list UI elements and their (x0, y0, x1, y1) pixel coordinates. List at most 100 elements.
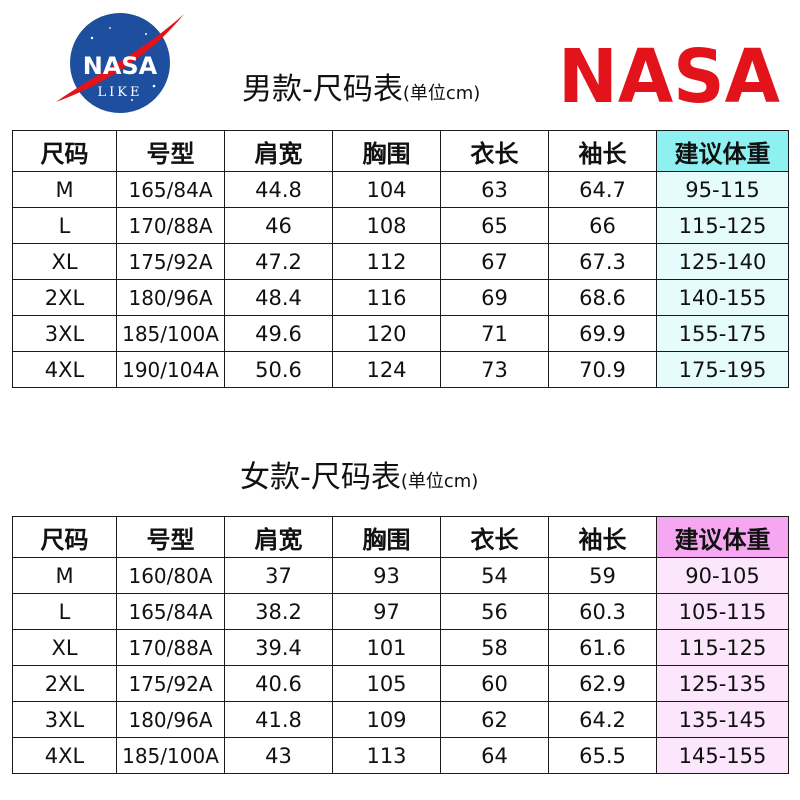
length-cell: 71 (440, 315, 549, 352)
size-cell: L (12, 593, 117, 630)
length-cell: 64 (440, 737, 549, 774)
code-cell: 180/96A (116, 279, 225, 316)
col-header-length: 衣长 (440, 516, 549, 558)
sleeve-cell: 70.9 (548, 351, 657, 388)
shoulder-cell: 50.6 (224, 351, 333, 388)
men-title-text: 男款-尺码表 (242, 72, 403, 107)
size-cell: 2XL (12, 665, 117, 702)
size-cell: 4XL (12, 737, 117, 774)
chest-cell: 109 (332, 701, 441, 738)
men-unit-note: (单位cm) (402, 83, 481, 104)
sleeve-cell: 67.3 (548, 243, 657, 280)
size-cell: 2XL (12, 279, 117, 316)
table-row: L 165/84A 38.2 97 56 60.3 105-115 (12, 593, 789, 630)
weight-cell: 95-115 (656, 171, 789, 208)
shoulder-cell: 47.2 (224, 243, 333, 280)
col-header-weight: 建议体重 (656, 130, 789, 172)
table-row: 4XL 185/100A 43 113 64 65.5 145-155 (12, 737, 789, 774)
length-cell: 63 (440, 171, 549, 208)
col-header-chest: 胸围 (332, 516, 441, 558)
sleeve-cell: 61.6 (548, 629, 657, 666)
sleeve-cell: 62.9 (548, 665, 657, 702)
sleeve-cell: 59 (548, 557, 657, 594)
code-cell: 165/84A (116, 593, 225, 630)
weight-cell: 155-175 (656, 315, 789, 352)
sleeve-cell: 64.2 (548, 701, 657, 738)
col-header-code: 号型 (116, 516, 225, 558)
women-table-title: 女款-尺码表(单位cm) (240, 452, 478, 496)
sleeve-cell: 66 (548, 207, 657, 244)
col-header-shoulder: 肩宽 (224, 516, 333, 558)
size-cell: M (12, 557, 117, 594)
length-cell: 60 (440, 665, 549, 702)
nasa-meatball-logo: NASA LIKE (56, 13, 184, 113)
men-header-row: 尺码 号型 肩宽 胸围 衣长 袖长 建议体重 (12, 130, 789, 172)
meatball-top-text: NASA (83, 52, 158, 80)
code-cell: 175/92A (116, 665, 225, 702)
table-row: 3XL 185/100A 49.6 120 71 69.9 155-175 (12, 315, 789, 352)
chest-cell: 97 (332, 593, 441, 630)
chest-cell: 105 (332, 665, 441, 702)
weight-cell: 135-145 (656, 701, 789, 738)
sleeve-cell: 68.6 (548, 279, 657, 316)
code-cell: 165/84A (116, 171, 225, 208)
col-header-sleeve: 袖长 (548, 130, 657, 172)
code-cell: 185/100A (116, 315, 225, 352)
shoulder-cell: 40.6 (224, 665, 333, 702)
shoulder-cell: 48.4 (224, 279, 333, 316)
col-header-sleeve: 袖长 (548, 516, 657, 558)
weight-cell: 125-135 (656, 665, 789, 702)
size-cell: XL (12, 243, 117, 280)
length-cell: 54 (440, 557, 549, 594)
length-cell: 62 (440, 701, 549, 738)
men-table-title: 男款-尺码表(单位cm) (242, 64, 480, 108)
shoulder-cell: 49.6 (224, 315, 333, 352)
length-cell: 65 (440, 207, 549, 244)
weight-cell: 125-140 (656, 243, 789, 280)
length-cell: 73 (440, 351, 549, 388)
chest-cell: 104 (332, 171, 441, 208)
worm-logo-text: NASA (558, 40, 780, 108)
weight-cell: 145-155 (656, 737, 789, 774)
length-cell: 58 (440, 629, 549, 666)
code-cell: 170/88A (116, 207, 225, 244)
chest-cell: 124 (332, 351, 441, 388)
length-cell: 69 (440, 279, 549, 316)
weight-cell: 115-125 (656, 629, 789, 666)
sleeve-cell: 69.9 (548, 315, 657, 352)
shoulder-cell: 43 (224, 737, 333, 774)
women-unit-note: (单位cm) (400, 471, 479, 492)
length-cell: 67 (440, 243, 549, 280)
code-cell: 185/100A (116, 737, 225, 774)
sleeve-cell: 64.7 (548, 171, 657, 208)
shoulder-cell: 41.8 (224, 701, 333, 738)
code-cell: 170/88A (116, 629, 225, 666)
code-cell: 175/92A (116, 243, 225, 280)
weight-cell: 90-105 (656, 557, 789, 594)
table-row: 2XL 180/96A 48.4 116 69 68.6 140-155 (12, 279, 789, 316)
length-cell: 56 (440, 593, 549, 630)
size-cell: 3XL (12, 315, 117, 352)
col-header-shoulder: 肩宽 (224, 130, 333, 172)
table-row: M 160/80A 37 93 54 59 90-105 (12, 557, 789, 594)
size-cell: 4XL (12, 351, 117, 388)
shoulder-cell: 37 (224, 557, 333, 594)
code-cell: 180/96A (116, 701, 225, 738)
chest-cell: 93 (332, 557, 441, 594)
chest-cell: 108 (332, 207, 441, 244)
col-header-length: 衣长 (440, 130, 549, 172)
weight-cell: 140-155 (656, 279, 789, 316)
size-cell: XL (12, 629, 117, 666)
table-row: 2XL 175/92A 40.6 105 60 62.9 125-135 (12, 665, 789, 702)
table-row: 4XL 190/104A 50.6 124 73 70.9 175-195 (12, 351, 789, 388)
chest-cell: 113 (332, 737, 441, 774)
weight-cell: 115-125 (656, 207, 789, 244)
size-cell: 3XL (12, 701, 117, 738)
table-row: XL 175/92A 47.2 112 67 67.3 125-140 (12, 243, 789, 280)
men-size-table: 尺码 号型 肩宽 胸围 衣长 袖长 建议体重 M 165/84A 44.8 10… (12, 130, 789, 388)
meatball-bottom-text: LIKE (98, 85, 143, 100)
weight-cell: 175-195 (656, 351, 789, 388)
women-header-row: 尺码 号型 肩宽 胸围 衣长 袖长 建议体重 (12, 516, 789, 558)
shoulder-cell: 44.8 (224, 171, 333, 208)
weight-cell: 105-115 (656, 593, 789, 630)
